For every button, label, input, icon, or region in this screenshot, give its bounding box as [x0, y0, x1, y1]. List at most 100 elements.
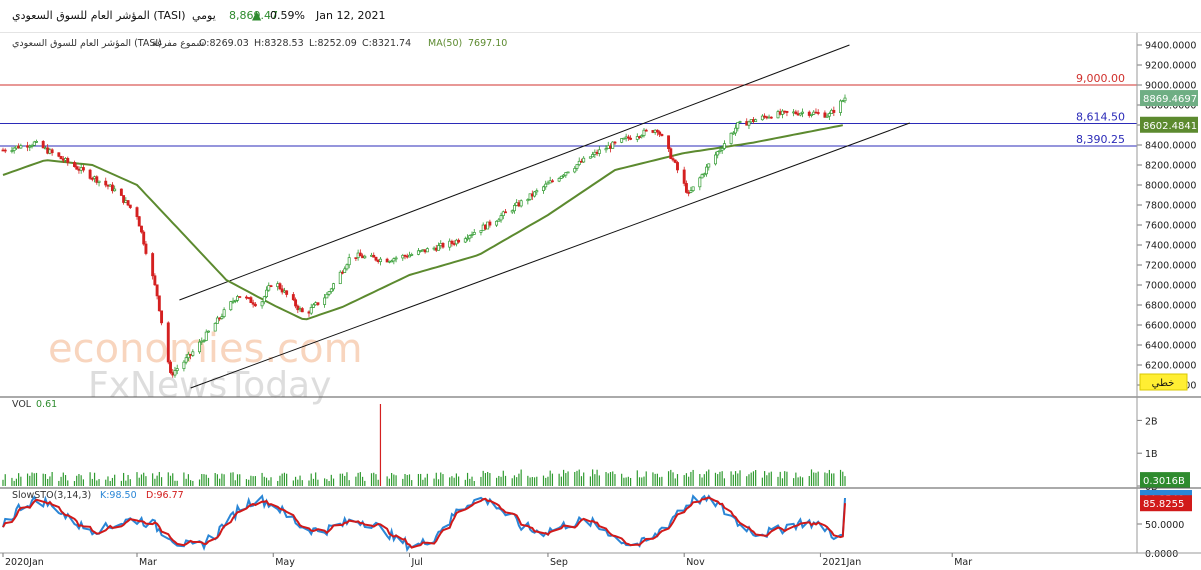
candle-body	[345, 264, 349, 270]
candle-body	[215, 317, 219, 324]
candle-body	[734, 127, 738, 134]
candle-body	[160, 310, 164, 324]
scale-mode-button[interactable]	[1139, 373, 1188, 391]
candle-body	[660, 134, 664, 137]
candle-body	[307, 311, 311, 314]
candle-body	[73, 162, 76, 167]
candle-body	[204, 331, 208, 341]
candle-body	[280, 288, 284, 293]
candle-body	[222, 309, 226, 317]
candle-body	[294, 299, 298, 307]
candle-body	[577, 160, 581, 165]
ohlc-high: H:8328.53	[254, 38, 304, 49]
candle-body	[495, 220, 499, 226]
candle-body	[546, 182, 550, 185]
candle-body	[765, 116, 769, 119]
candle-body	[153, 275, 157, 286]
candle-body	[638, 136, 641, 138]
candle-body	[126, 200, 130, 206]
candle-body	[262, 296, 266, 303]
ma-price-tag-text: 8602.4841	[1143, 121, 1197, 132]
x-tick-label: 2020Jan	[5, 557, 44, 568]
trend-line-lower	[190, 122, 910, 389]
candle-body	[17, 145, 21, 149]
candle-body	[354, 257, 358, 259]
candle-body	[175, 368, 179, 371]
x-tick-label: Sep	[550, 557, 568, 568]
candle-body	[517, 202, 521, 207]
candle-body	[46, 147, 50, 154]
candle-body	[769, 116, 773, 119]
level-label: 8,614.50	[1076, 111, 1125, 124]
candle-body	[88, 169, 92, 179]
candle-body	[667, 135, 671, 150]
candle-body	[110, 184, 114, 192]
candle-body	[504, 211, 507, 214]
ma-layer	[2, 124, 843, 321]
candle-body	[361, 255, 365, 259]
level-label: 8,390.25	[1076, 133, 1125, 146]
candle-body	[781, 110, 784, 115]
candle-body	[265, 289, 268, 298]
symbol-name: المؤشر العام للسوق السعودي (TASI)	[12, 9, 186, 22]
candle-body	[566, 171, 570, 174]
candle-body	[479, 230, 483, 233]
candle-body	[220, 316, 224, 319]
candle-body	[338, 271, 342, 285]
y-tick-label: 6400.0000	[1145, 341, 1196, 352]
y-tick-label: 6800.0000	[1145, 301, 1196, 312]
candle-body	[119, 188, 123, 196]
candle-body	[267, 285, 271, 291]
candle-body	[329, 288, 333, 292]
candle-body	[425, 248, 429, 253]
candle-body	[12, 147, 16, 151]
candle-body	[311, 304, 315, 308]
candle-body	[830, 109, 834, 114]
candle-body	[472, 232, 476, 235]
last-price: 8,869.47	[229, 9, 278, 22]
candle-body	[751, 119, 755, 122]
candle-body	[356, 252, 360, 259]
candle-body	[1, 149, 5, 152]
candle-body	[32, 141, 36, 146]
candle-body	[488, 221, 492, 226]
candle-body	[244, 296, 248, 299]
candle-body	[323, 297, 327, 305]
candle-body	[416, 250, 420, 255]
candle-body	[767, 116, 771, 119]
candle-body	[66, 158, 70, 163]
y-tick-label: 8400.0000	[1145, 141, 1196, 152]
candle-body	[691, 186, 695, 191]
candle-body	[481, 224, 485, 231]
candle-body	[573, 168, 577, 173]
candle-body	[718, 149, 722, 152]
candle-body	[300, 308, 304, 313]
candle-body	[676, 162, 679, 171]
candle-body	[609, 145, 612, 149]
last-price-tag-text: 8869.4697	[1143, 94, 1197, 105]
candle-body	[778, 111, 782, 115]
candle-body	[483, 224, 487, 230]
candle-body	[722, 143, 726, 149]
candle-body	[597, 149, 601, 154]
candle-body	[450, 240, 454, 244]
candle-body	[122, 195, 126, 203]
volume-label: VOL	[12, 399, 32, 410]
candle-body	[57, 152, 61, 157]
candle-body	[801, 111, 805, 114]
ohlc-open: O:8269.03	[199, 38, 249, 49]
candle-body	[497, 219, 501, 222]
candle-body	[700, 174, 704, 179]
candle-body	[378, 258, 382, 263]
candle-body	[486, 221, 490, 230]
candle-body	[785, 110, 789, 113]
candle-body	[582, 157, 586, 163]
stoch-tick-label: 0.0000	[1145, 549, 1178, 560]
candle-body	[510, 210, 514, 213]
volume-layer: 2B1B0B	[2, 404, 1158, 493]
candle-body	[106, 184, 110, 187]
candle-body	[278, 283, 282, 290]
period-label: يومي	[192, 9, 216, 22]
candle-body	[191, 351, 195, 356]
